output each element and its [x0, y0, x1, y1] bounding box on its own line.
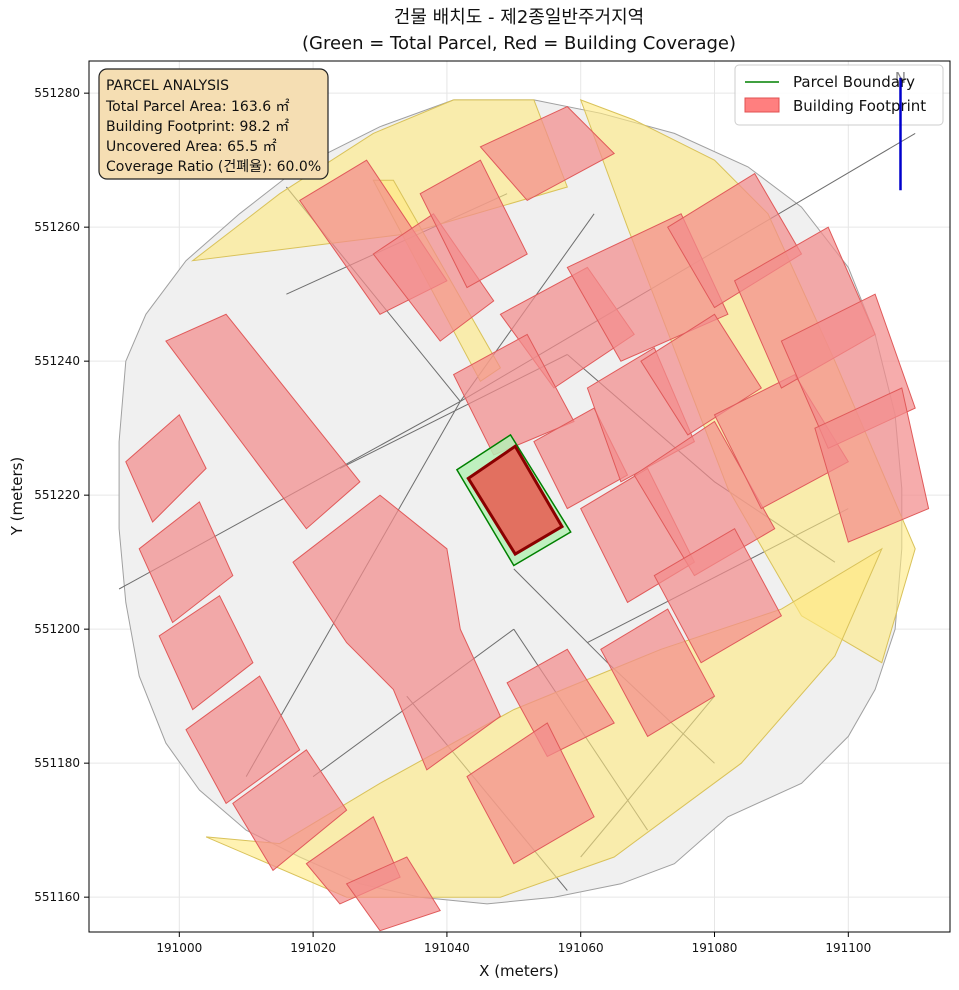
plot-frame: [88, 60, 951, 933]
y-tick-label: 551260: [34, 220, 80, 234]
building-footprint: [466, 722, 595, 865]
building-footprint: [138, 501, 234, 624]
info-line-footprint: Building Footprint: 98.2 ㎡: [106, 119, 289, 135]
y-tick-label: 551220: [34, 488, 80, 502]
building-footprint: [345, 856, 441, 932]
info-box-background: [98, 68, 329, 180]
building-footprint: [640, 313, 762, 436]
info-line-title: PARCEL ANALYSIS: [106, 78, 229, 94]
building-footprint: [158, 594, 254, 711]
building-footprint: [232, 749, 348, 872]
x-tick-label: 191060: [558, 941, 604, 955]
legend-frame: [734, 64, 944, 126]
y-tick-label: 551180: [34, 756, 80, 770]
target-building: [466, 444, 565, 557]
info-line-total-area: Total Parcel Area: 163.6 ㎡: [105, 99, 290, 115]
building-footprint: [419, 159, 528, 289]
x-tick-label: 191100: [825, 941, 871, 955]
building-footprint: [372, 213, 495, 342]
y-axis-label: Y (meters): [8, 457, 26, 537]
ticks-layer: 191000 191020 191040 191060 191080 191100 5511…: [34, 86, 871, 955]
y-tick-label: 551200: [34, 622, 80, 636]
building-footprint: [814, 387, 930, 543]
legend-building-swatch: [744, 97, 780, 113]
building-footprint: [165, 313, 361, 530]
info-line-uncovered: Uncovered Area: 65.5 ㎡: [106, 139, 277, 155]
legend-parcel-label: Parcel Boundary: [793, 73, 915, 91]
x-tick-label: 191080: [692, 941, 738, 955]
north-arrow: N: [895, 69, 906, 191]
building-footprint: [185, 675, 301, 805]
building-footprint: [292, 494, 502, 771]
north-arrow-label: N: [895, 69, 906, 87]
legend: Parcel Boundary Building Footprint: [734, 64, 944, 126]
x-tick-label: 191040: [424, 941, 470, 955]
x-tick-label: 191000: [156, 941, 202, 955]
x-axis-label: X (meters): [479, 962, 559, 980]
x-tick-label: 191020: [290, 941, 336, 955]
chart-title-line2: (Green = Total Parcel, Red = Building Co…: [302, 33, 736, 54]
parcel-analysis-box: PARCEL ANALYSIS Total Parcel Area: 163.6…: [98, 68, 329, 180]
y-tick-label: 551240: [34, 354, 80, 368]
y-tick-label: 551280: [34, 86, 80, 100]
chart-title-line1: 건물 배치도 - 제2종일반주거지역: [394, 7, 644, 28]
info-line-coverage-ratio: Coverage Ratio (건폐율): 60.0%: [106, 159, 321, 175]
map-layer: [118, 99, 930, 932]
building-footprint: [600, 608, 716, 738]
building-footprint: [125, 413, 207, 523]
y-tick-label: 551160: [34, 890, 80, 904]
building-footprint: [653, 528, 783, 664]
legend-building-label: Building Footprint: [793, 97, 926, 115]
building-footprint: [479, 105, 616, 202]
